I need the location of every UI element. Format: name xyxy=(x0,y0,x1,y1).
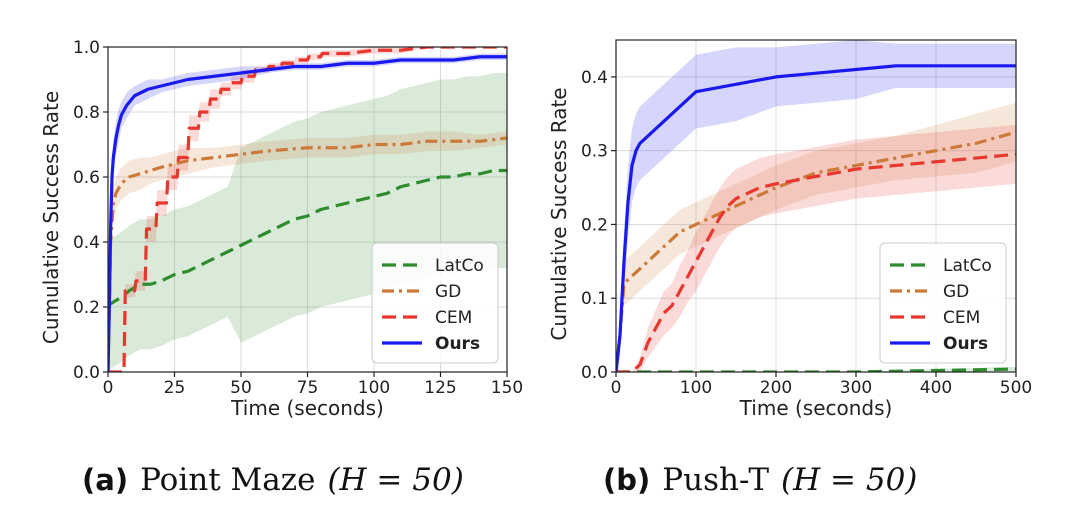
y-tick-label: 0.1 xyxy=(581,289,608,309)
legend-label-cem: CEM xyxy=(435,308,472,328)
y-tick-label: 0.3 xyxy=(581,142,608,162)
y-tick-label: 0.4 xyxy=(581,68,608,88)
y-axis-label: Cumulative Success Rate xyxy=(39,91,63,344)
x-tick-label: 0 xyxy=(611,378,622,398)
chart-panel-a: 0 25 50 75 100 125 150 0.0 0.2 0.4 0.6 0.8 1.0 Time (… xyxy=(39,38,523,498)
y-tick-label: 0.2 xyxy=(581,215,608,235)
y-tick-label: 0.0 xyxy=(581,363,608,383)
legend-label-gd: GD xyxy=(943,282,969,302)
x-tick-label: 150 xyxy=(491,378,523,398)
caption-math: (H = 50) xyxy=(781,462,917,498)
y-axis-label: Cumulative Success Rate xyxy=(547,87,571,340)
y-tick-label: 0.8 xyxy=(73,103,100,123)
legend: LatCo GD CEM Ours xyxy=(879,242,1007,364)
x-tick-label: 0 xyxy=(103,378,114,398)
series-line-gd xyxy=(616,130,1016,372)
y-tick-label: 0.6 xyxy=(73,168,100,188)
y-tick-label: 0.4 xyxy=(73,233,100,253)
y-tick-label: 0.0 xyxy=(73,363,100,383)
legend: LatCo GD CEM Ours xyxy=(371,242,499,364)
series-line-latco xyxy=(108,168,507,309)
y-tick-label: 1.0 xyxy=(73,38,100,58)
chart-panel-b: 0 100 200 300 400 500 0.0 0.1 0.2 0.3 0.4 Time (sec… xyxy=(547,39,1032,498)
axes-frame xyxy=(615,39,1017,373)
series-line-gd xyxy=(108,136,507,372)
x-tick-label: 125 xyxy=(424,378,456,398)
x-tick-label: 100 xyxy=(680,378,712,398)
legend-label-latco: LatCo xyxy=(943,256,992,276)
caption-title: Push-T xyxy=(662,462,769,498)
legend-label-gd: GD xyxy=(435,282,461,302)
caption-letter: (a) xyxy=(82,463,128,497)
x-tick-label: 400 xyxy=(920,378,952,398)
band-cem xyxy=(616,124,1016,372)
panel-caption: (b) Push-T (H = 50) xyxy=(603,462,917,498)
caption-math: (H = 50) xyxy=(327,462,463,498)
x-tick-label: 25 xyxy=(164,378,186,398)
y-tick-label: 0.2 xyxy=(73,298,100,318)
x-tick-label: 200 xyxy=(760,378,792,398)
band-ours xyxy=(108,53,507,372)
x-tick-label: 500 xyxy=(1000,378,1032,398)
legend-label-ours: Ours xyxy=(943,334,988,354)
legend-label-ours: Ours xyxy=(435,334,480,354)
x-tick-label: 300 xyxy=(840,378,872,398)
x-tick-label: 75 xyxy=(297,378,319,398)
caption-title: Point Maze xyxy=(140,462,315,498)
band-ours xyxy=(616,40,1016,372)
x-axis-label: Time (seconds) xyxy=(739,396,893,420)
series-line-ours xyxy=(616,64,1016,372)
series-line-cem xyxy=(616,152,1016,372)
band-gd xyxy=(616,102,1016,372)
series-line-cem xyxy=(108,47,507,372)
series-line-ours xyxy=(108,55,507,372)
legend-label-cem: CEM xyxy=(943,308,980,328)
x-tick-label: 100 xyxy=(358,378,390,398)
panel-caption: (a) Point Maze (H = 50) xyxy=(82,462,464,498)
band-latco xyxy=(108,73,507,372)
x-tick-label: 50 xyxy=(230,378,252,398)
caption-letter: (b) xyxy=(603,463,650,497)
x-axis-label: Time (seconds) xyxy=(230,396,384,420)
legend-label-latco: LatCo xyxy=(435,256,484,276)
